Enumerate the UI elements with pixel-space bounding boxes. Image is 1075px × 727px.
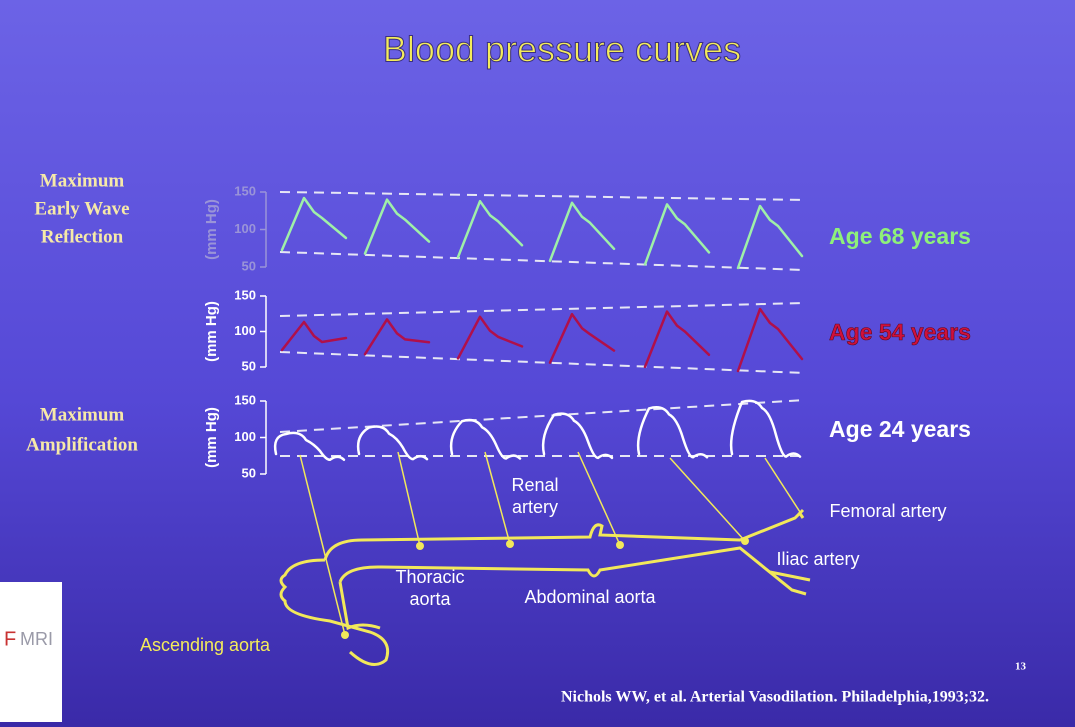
artery-label: Femoral artery: [829, 501, 946, 521]
artery-label: artery: [512, 497, 558, 517]
tick-label: 50: [242, 358, 256, 373]
dashed-line: [279, 302, 806, 317]
artery-label: aorta: [409, 589, 451, 609]
connector: [669, 457, 746, 542]
axis-label: (mm Hg): [203, 301, 220, 362]
logo-box: [0, 582, 62, 722]
tick-label: 150: [234, 287, 256, 302]
pressure-wave: [363, 198, 431, 255]
artery-label: Abdominal aorta: [524, 587, 656, 607]
dashed-line: [279, 251, 806, 271]
tick-label: 50: [242, 258, 256, 273]
tick-label: 150: [234, 392, 256, 407]
age-label: Age 68 years: [829, 223, 971, 249]
tick-label: 100: [234, 323, 256, 338]
side-label: Amplification: [26, 434, 138, 455]
pressure-wave: [541, 412, 614, 460]
pressure-wave: [280, 196, 348, 252]
artery-label: Renal: [511, 475, 558, 495]
pressure-wave: [548, 312, 616, 364]
dashed-line: [279, 191, 806, 201]
axis-label: (mm Hg): [203, 199, 220, 260]
connector: [764, 457, 801, 513]
point: [741, 537, 749, 545]
pressure-wave: [456, 315, 524, 360]
side-label: Maximum: [40, 404, 125, 425]
point: [616, 541, 624, 549]
dashed-line: [279, 399, 806, 433]
connector: [397, 451, 421, 547]
pressure-wave: [456, 199, 524, 259]
point: [416, 542, 424, 550]
point: [506, 540, 514, 548]
pressure-wave: [363, 318, 431, 356]
connector: [577, 451, 621, 546]
pressure-wave: [729, 399, 802, 458]
connector: [299, 454, 346, 636]
point: [341, 631, 349, 639]
tick-label: 150: [234, 183, 256, 198]
side-label: Reflection: [41, 226, 124, 247]
dashed-line: [279, 351, 806, 374]
page-number: 13: [1015, 661, 1027, 673]
title: Blood pressure curves: [383, 29, 741, 70]
citation: Nichols WW, et al. Arterial Vasodilation…: [561, 689, 989, 706]
artery-label: Ascending aorta: [140, 635, 271, 655]
pressure-wave: [356, 425, 429, 461]
tick-label: 100: [234, 429, 256, 444]
logo-right: MRI: [20, 629, 53, 649]
pressure-wave: [449, 418, 522, 460]
connector: [484, 451, 511, 545]
pressure-wave: [636, 406, 709, 459]
pressure-wave: [643, 310, 711, 369]
age-label: Age 54 years: [829, 319, 971, 345]
pressure-wave: [548, 201, 616, 263]
artery-diagram: [279, 508, 811, 666]
pressure-wave: [280, 320, 348, 352]
logo-left: F: [4, 628, 16, 650]
pressure-wave: [736, 307, 804, 373]
tick-label: 100: [234, 221, 256, 236]
side-label: Maximum: [40, 170, 125, 191]
artery-label: Thoracic: [395, 567, 464, 587]
artery-label: Iliac artery: [776, 549, 859, 569]
age-label: Age 24 years: [829, 416, 971, 442]
pressure-wave: [643, 203, 711, 266]
axis-label: (mm Hg): [203, 407, 220, 468]
side-label: Early Wave: [34, 198, 129, 219]
tick-label: 50: [242, 465, 256, 480]
pressure-wave: [273, 431, 346, 462]
pressure-wave: [736, 204, 804, 270]
